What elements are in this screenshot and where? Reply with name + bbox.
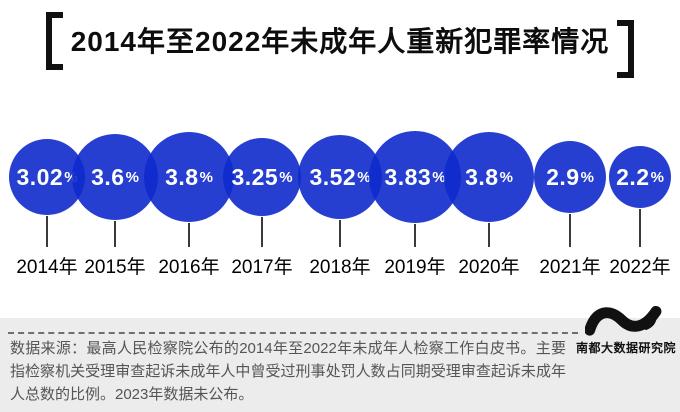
wave-logo-icon xyxy=(585,305,662,336)
bubble-value: 2.9 xyxy=(546,163,580,190)
leader-line xyxy=(639,209,641,247)
bubble-unit: % xyxy=(650,168,664,186)
year-label-2014年: 2014年 xyxy=(16,257,78,278)
bubble-value: 3.25 xyxy=(231,163,279,190)
bubble-unit: % xyxy=(125,168,139,186)
bubble-unit: % xyxy=(499,168,513,186)
bubble-unit: % xyxy=(357,168,371,186)
leader-line xyxy=(488,223,490,247)
leader-line xyxy=(414,224,416,247)
left-bracket-decoration xyxy=(45,12,63,70)
year-label-2016年: 2016年 xyxy=(158,257,220,278)
leader-line xyxy=(261,217,263,247)
bubble-unit: % xyxy=(279,168,293,186)
year-label-2021年: 2021年 xyxy=(539,257,601,278)
bubble-chart: 3.02% 2014年 3.6% 2015年 3.8% 2016年 3.25% 2017年 3.… xyxy=(9,131,671,278)
chart-title-block: 2014年至2022年未成年人重新犯罪率情况 xyxy=(0,12,680,78)
page-title: 2014年至2022年未成年人重新犯罪率情况 xyxy=(70,26,610,57)
year-label-2022年: 2022年 xyxy=(609,257,671,278)
bubble-2018年: 3.52% xyxy=(298,135,382,219)
bubble-unit: % xyxy=(199,168,213,186)
leader-line xyxy=(569,214,571,247)
bubble-value: 3.83 xyxy=(384,163,432,190)
bubble-2021年: 2.9% xyxy=(534,141,606,213)
year-label-2019年: 2019年 xyxy=(384,257,446,278)
logo-label: 南都大数据研究院 xyxy=(576,341,677,355)
leader-line xyxy=(339,220,341,247)
leader-line xyxy=(46,216,48,247)
year-label-2020年: 2020年 xyxy=(458,257,520,278)
year-label-2017年: 2017年 xyxy=(231,257,293,278)
leader-line xyxy=(114,221,116,247)
data-source-note: 数据来源：最高人民检察院公布的2014年至2022年未成年人检察工作白皮书。主要… xyxy=(10,340,566,403)
bubble-2017年: 3.25% xyxy=(223,138,301,216)
bubble-2020年: 3.8% xyxy=(444,132,534,222)
dashed-separator xyxy=(8,332,578,334)
nandu-logo: 南都大数据研究院 xyxy=(576,302,677,356)
bubble-value: 2.2 xyxy=(616,163,650,190)
bubble-2016年: 3.8% xyxy=(144,132,234,222)
bubble-unit: % xyxy=(580,168,594,186)
year-label-2018年: 2018年 xyxy=(309,257,371,278)
bubble-value: 3.8 xyxy=(165,163,199,190)
bubble-value: 3.02 xyxy=(16,163,64,190)
bubble-2015年: 3.6% xyxy=(72,134,158,220)
bubble-value: 3.8 xyxy=(465,163,499,190)
right-bracket-decoration xyxy=(617,20,635,78)
leader-line xyxy=(188,223,190,247)
bubble-2022年: 2.2% xyxy=(609,146,671,208)
bubble-value: 3.52 xyxy=(309,163,357,190)
bubble-unit: % xyxy=(432,168,446,186)
bubble-value: 3.6 xyxy=(91,163,125,190)
year-label-2015年: 2015年 xyxy=(84,257,146,278)
